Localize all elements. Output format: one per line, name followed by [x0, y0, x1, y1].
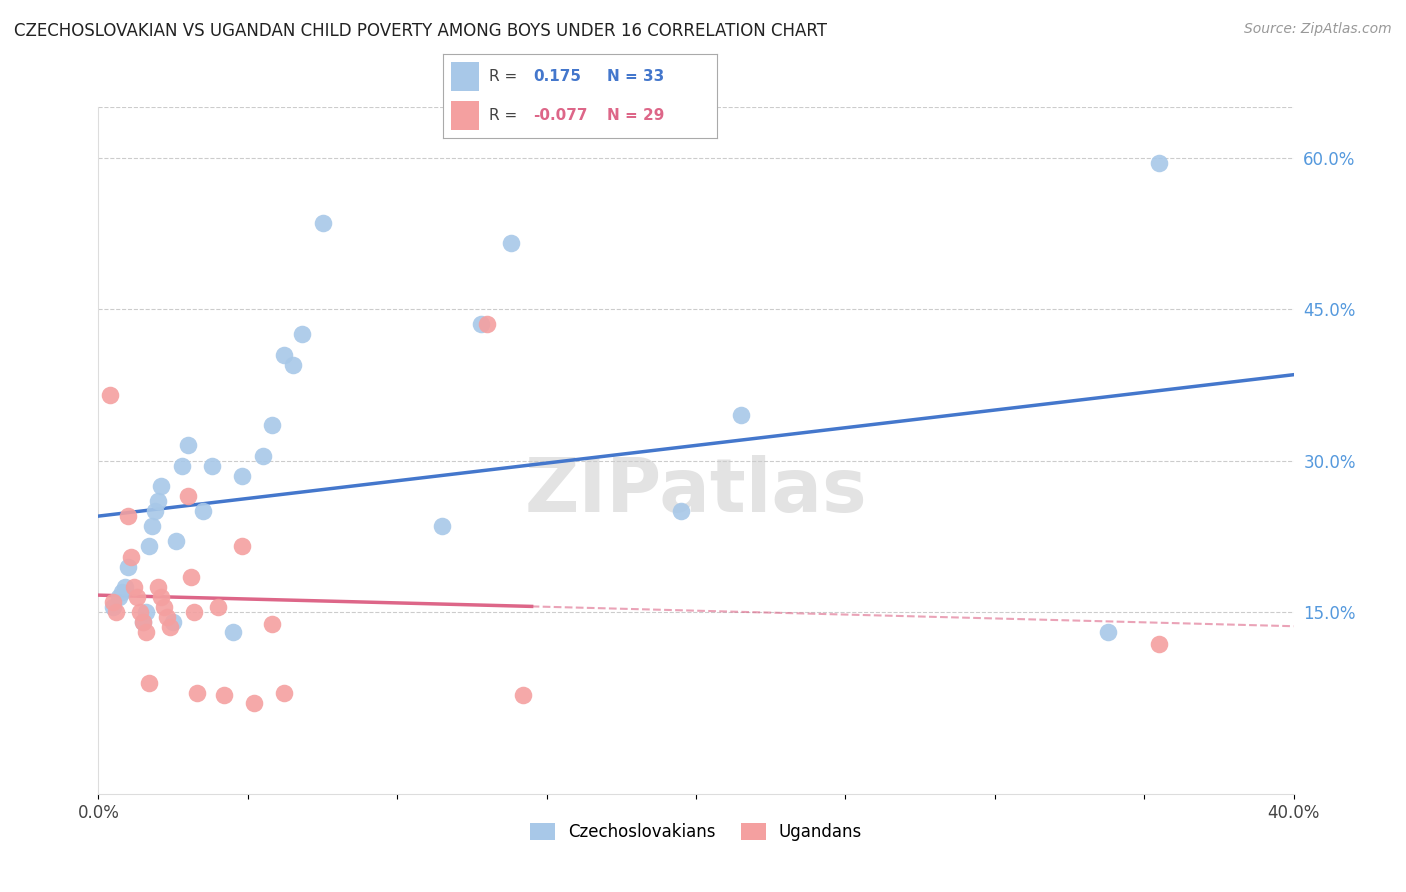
Point — [222, 625, 245, 640]
Point — [475, 317, 498, 331]
Text: -0.077: -0.077 — [533, 108, 588, 123]
Point — [124, 580, 146, 594]
Point — [1097, 625, 1119, 640]
Point — [207, 600, 229, 615]
Point — [141, 519, 163, 533]
FancyBboxPatch shape — [451, 62, 478, 91]
Point — [177, 438, 200, 452]
Point — [127, 590, 149, 604]
Point — [231, 540, 253, 554]
Point — [153, 600, 176, 615]
Point — [165, 534, 187, 549]
Point — [243, 696, 266, 710]
Point — [150, 479, 173, 493]
Text: 0.175: 0.175 — [533, 69, 581, 84]
Point — [120, 549, 142, 564]
Point — [138, 675, 160, 690]
Point — [114, 580, 136, 594]
Point — [135, 625, 157, 640]
Point — [159, 620, 181, 634]
Point — [103, 600, 125, 615]
Text: N = 33: N = 33 — [607, 69, 665, 84]
Point — [177, 489, 200, 503]
Point — [129, 605, 152, 619]
Point — [117, 509, 139, 524]
Point — [98, 388, 122, 402]
Point — [231, 468, 253, 483]
Point — [730, 408, 752, 422]
Point — [108, 590, 131, 604]
Text: Source: ZipAtlas.com: Source: ZipAtlas.com — [1244, 22, 1392, 37]
Point — [512, 688, 534, 702]
Text: R =: R = — [489, 108, 517, 123]
Point — [132, 615, 155, 630]
Point — [252, 449, 274, 463]
Point — [311, 216, 333, 230]
Point — [111, 585, 134, 599]
Point — [1147, 637, 1170, 651]
Point — [281, 358, 304, 372]
Point — [103, 595, 125, 609]
Point — [183, 605, 205, 619]
Point — [105, 605, 128, 619]
Point — [135, 605, 157, 619]
Point — [156, 610, 179, 624]
Point — [212, 688, 235, 702]
Text: CZECHOSLOVAKIAN VS UGANDAN CHILD POVERTY AMONG BOYS UNDER 16 CORRELATION CHART: CZECHOSLOVAKIAN VS UGANDAN CHILD POVERTY… — [14, 22, 827, 40]
Point — [669, 504, 692, 518]
Point — [132, 615, 155, 630]
Point — [260, 418, 283, 433]
Text: N = 29: N = 29 — [607, 108, 665, 123]
Text: R =: R = — [489, 69, 517, 84]
Point — [191, 504, 214, 518]
Point — [430, 519, 453, 533]
Point — [148, 494, 170, 508]
Point — [273, 686, 295, 700]
Point — [180, 570, 202, 584]
Point — [172, 458, 194, 473]
Point — [201, 458, 224, 473]
Point — [138, 540, 160, 554]
Point — [273, 347, 295, 361]
FancyBboxPatch shape — [451, 101, 478, 130]
Point — [470, 317, 492, 331]
Text: ZIPatlas: ZIPatlas — [524, 455, 868, 528]
Point — [499, 236, 522, 251]
Point — [291, 327, 314, 342]
Point — [150, 590, 173, 604]
Legend: Czechoslovakians, Ugandans: Czechoslovakians, Ugandans — [523, 816, 869, 847]
Point — [1147, 155, 1170, 169]
Point — [143, 504, 166, 518]
Point — [148, 580, 170, 594]
Point — [260, 617, 283, 632]
Point — [186, 686, 208, 700]
Point — [162, 615, 184, 630]
Point — [117, 559, 139, 574]
